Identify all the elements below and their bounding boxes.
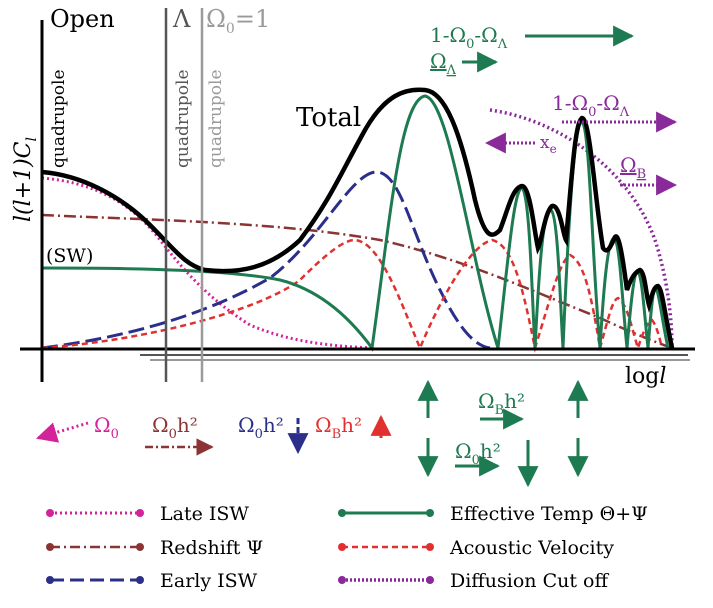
- legend-dot-acoustic-velocity-left: [338, 543, 346, 551]
- legend-dot-redshift-right: [136, 543, 144, 551]
- omega0h2-navy-label: Ω0h²: [238, 413, 284, 442]
- legend-item-redshift: Redshift Ψ: [46, 537, 263, 559]
- quadrupole-label-open: quadrupole: [49, 69, 69, 168]
- legend-dot-acoustic-velocity-right: [426, 543, 434, 551]
- diffusion-cutoff-curve: [489, 108, 674, 349]
- omega0-arrow: [35, 421, 89, 443]
- legend-label-redshift: Redshift Ψ: [160, 537, 263, 559]
- quadrupole-label-omega: quadrupole: [206, 69, 226, 168]
- omega0h2-brown-label: Ω0h²: [152, 413, 198, 442]
- legend-item-late-isw: Late ISW: [46, 503, 249, 525]
- effective-temp-curve: [41, 94, 670, 352]
- legend-dot-effective-temp-left: [338, 509, 346, 517]
- one-minus-omega-top-label: 1-Ω0-ΩΛ: [430, 23, 508, 52]
- legend-dot-diffusion-right: [426, 576, 434, 584]
- y-axis-label: l(l+1)Cl: [11, 137, 40, 222]
- x-axis-label: logl: [625, 364, 666, 389]
- omega0-label: Ω0: [94, 413, 119, 442]
- open-label: Open: [50, 5, 115, 33]
- early-isw-curve: [41, 170, 491, 350]
- total-curve: [41, 87, 675, 349]
- legend-item-early-isw: Early ISW: [46, 570, 258, 592]
- acoustic-velocity-curve: [41, 238, 664, 353]
- legend-item-effective-temp: Effective Temp Θ+Ψ: [338, 503, 648, 525]
- xe-label: xe: [540, 133, 557, 156]
- omegabh2-red-label: ΩBh²: [315, 413, 362, 442]
- legend-label-acoustic-velocity: Acoustic Velocity: [449, 537, 614, 559]
- legend-label-early-isw: Early ISW: [160, 570, 258, 592]
- legend-item-diffusion: Diffusion Cut off: [338, 570, 609, 592]
- quadrupole-label-lambda: quadrupole: [173, 69, 193, 168]
- omega0h2-green-label: Ω0h²: [455, 439, 501, 468]
- omega-lambda-label: ΩΛ: [430, 49, 457, 78]
- legend-dot-early-isw-left: [46, 576, 54, 584]
- legend-label-effective-temp: Effective Temp Θ+Ψ: [450, 503, 648, 525]
- legend-dot-early-isw-right: [136, 576, 144, 584]
- omegabh2-green-label: ΩBh²: [478, 389, 525, 418]
- legend-label-diffusion: Diffusion Cut off: [450, 570, 609, 592]
- legend-dot-diffusion-left: [338, 576, 346, 584]
- legend-dot-late-isw-right: [136, 509, 144, 517]
- omega-b-right-label: ΩB: [620, 153, 646, 182]
- legend: Late ISW Redshift Ψ Early ISW Effective …: [46, 503, 648, 592]
- lambda-label: Λ: [172, 5, 191, 33]
- legend-dot-effective-temp-right: [426, 509, 434, 517]
- legend-dot-redshift-left: [46, 543, 54, 551]
- omega-one-label: Ω0=1: [206, 5, 270, 37]
- legend-dot-late-isw-left: [46, 509, 54, 517]
- one-minus-omega-right-label: 1-Ω0-ΩΛ: [552, 91, 630, 120]
- legend-item-acoustic-velocity: Acoustic Velocity: [338, 537, 614, 559]
- sw-label: (SW): [46, 245, 93, 267]
- legend-label-late-isw: Late ISW: [160, 503, 249, 525]
- total-label: Total: [296, 103, 361, 133]
